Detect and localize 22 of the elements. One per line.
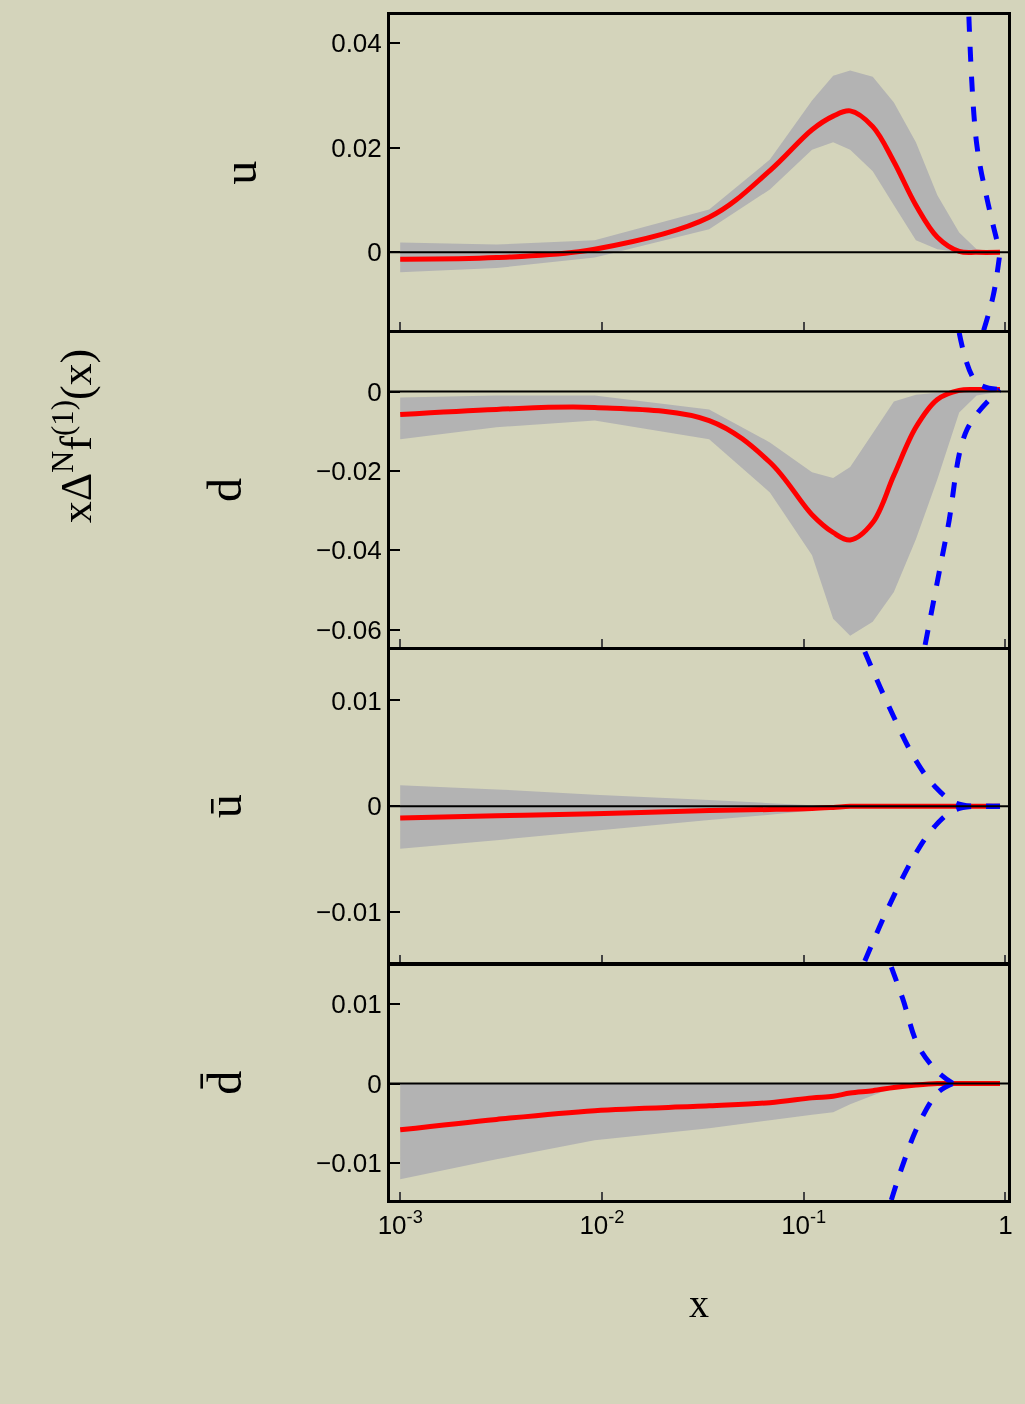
y-tick-label: −0.06 bbox=[316, 614, 382, 645]
y-tick-label: 0.04 bbox=[331, 27, 382, 58]
y-tick-label: 0.02 bbox=[331, 132, 382, 163]
y-tick-label: 0.01 bbox=[331, 988, 382, 1019]
y-tick-label: 0 bbox=[367, 1068, 382, 1099]
y-tick-label: −0.02 bbox=[316, 456, 382, 487]
x-tick-label: 10$^{-1}$ bbox=[781, 1207, 827, 1241]
y-axis-title: d̄ bbox=[197, 1070, 251, 1095]
y-tick-label: 0 bbox=[367, 376, 382, 407]
x-tick-label: 1 bbox=[998, 1210, 1013, 1241]
y-axis-title: d bbox=[197, 478, 251, 503]
y-tick-label: 0.01 bbox=[331, 685, 382, 716]
y-tick-label: −0.01 bbox=[316, 1148, 382, 1179]
x-axis-title: x bbox=[689, 1280, 709, 1326]
y-tick-label: −0.04 bbox=[316, 535, 382, 566]
y-tick-label: 0 bbox=[367, 791, 382, 822]
y-axis-title: u bbox=[212, 160, 266, 185]
x-tick-label: 10$^{-2}$ bbox=[579, 1207, 625, 1241]
y-axis-title: ū bbox=[197, 794, 251, 819]
y-tick-label: 0 bbox=[367, 237, 382, 268]
y-tick-label: −0.01 bbox=[316, 897, 382, 928]
x-tick-label: 10$^{-3}$ bbox=[377, 1207, 423, 1241]
